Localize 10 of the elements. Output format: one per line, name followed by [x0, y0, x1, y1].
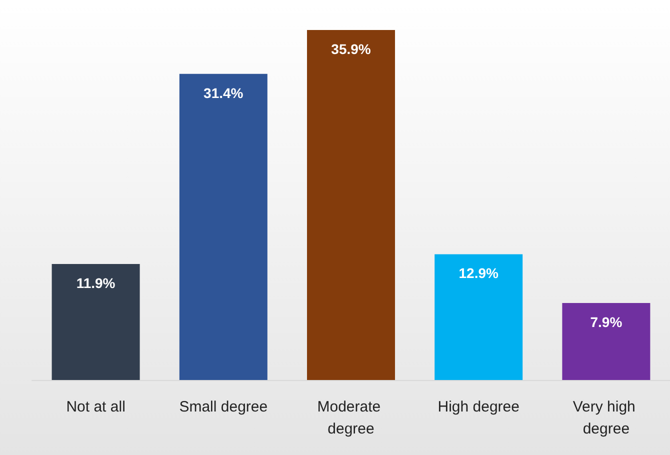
- x-tick-label: High degree: [438, 398, 520, 416]
- x-tick-label: Moderate degree: [317, 398, 385, 438]
- data-label: 12.9%: [458, 265, 499, 282]
- x-tick-label: Not at all: [66, 398, 126, 416]
- data-label: 7.9%: [590, 314, 623, 330]
- data-label: 35.9%: [331, 41, 372, 57]
- data-label: 31.4%: [204, 84, 244, 101]
- x-tick-label: Small degree: [179, 398, 268, 416]
- data-label: 11.9%: [76, 274, 116, 291]
- x-tick-label: Very high degree: [572, 398, 640, 438]
